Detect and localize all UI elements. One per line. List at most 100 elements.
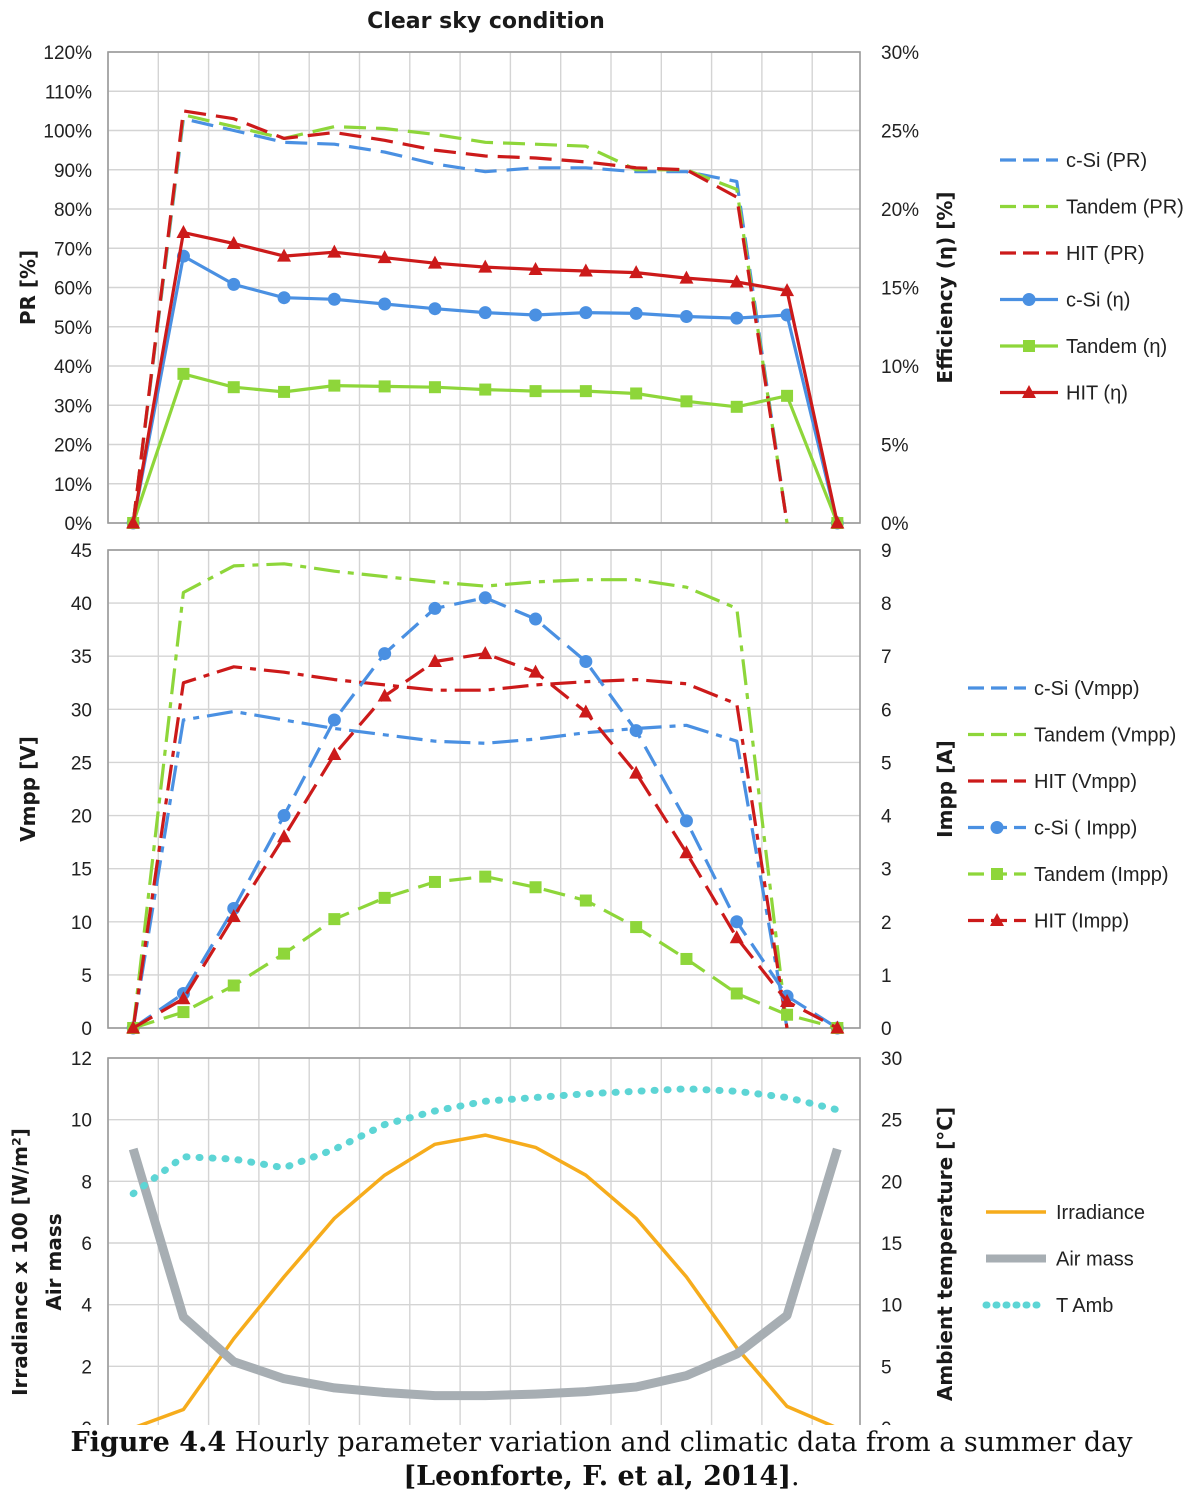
legend-label: HIT (Vmpp) (1034, 771, 1137, 793)
data-point-tandem (781, 389, 794, 402)
legend-label: Air mass (1056, 1249, 1134, 1271)
y2-tick-label: 20% (881, 200, 919, 221)
data-point-c-si-impp (327, 713, 341, 727)
y-tick-label: 2 (81, 1357, 92, 1378)
legend-label: c-Si (Vmpp) (1034, 678, 1140, 700)
data-point-tandem-impp (579, 894, 592, 907)
y-tick-label: 25 (71, 753, 92, 774)
data-point-tandem-impp (680, 952, 693, 965)
y-tick-label: 60% (54, 279, 92, 300)
y-tick-label: 45 (71, 541, 92, 562)
y-tick-label: 50% (54, 318, 92, 339)
data-point-hit-impp (277, 829, 292, 843)
figure-caption: Figure 4.4 Hourly parameter variation an… (0, 1426, 1203, 1494)
data-point-hit-impp (729, 930, 744, 944)
y-tick-label: 5 (81, 966, 92, 987)
data-point-c-si-impp (579, 655, 593, 669)
data-point-hit (126, 515, 141, 529)
legend-label: HIT (η) (1066, 383, 1128, 405)
y-tick-label: 8 (81, 1172, 92, 1193)
series-line-air-mass (128, 1147, 842, 1401)
data-point-tandem (227, 381, 240, 394)
data-point-hit-impp (126, 1020, 141, 1034)
plot-frame (107, 1057, 861, 1425)
data-point-hit-impp (427, 654, 442, 668)
data-point-tandem (529, 385, 542, 398)
y-tick-label: 12 (71, 1049, 92, 1070)
y-tick-label: 30% (54, 396, 92, 417)
y-tick-label: 10 (71, 913, 92, 934)
data-point-tandem (278, 385, 291, 398)
data-point-hit (578, 263, 593, 277)
series-line-c-si-pr (131, 117, 789, 524)
series-line-c-si-impp (132, 596, 839, 1030)
data-point-hit-impp (478, 646, 493, 660)
caption-citation: [Leonforte, F. et al, 2014] (403, 1461, 792, 1492)
y2-tick-label: 15 (881, 1234, 902, 1255)
data-point-c-si (730, 311, 744, 325)
data-point-hit-impp (226, 908, 241, 922)
data-point-tandem (378, 380, 391, 393)
plot-frame (107, 549, 861, 1029)
data-point-c-si (629, 306, 643, 320)
y2-tick-label: 5 (881, 753, 892, 774)
legend-marker-c-si-impp (990, 821, 1004, 834)
data-point-hit (830, 515, 845, 529)
data-point-c-si (579, 306, 593, 320)
y-tick-label: 30 (71, 700, 92, 721)
y-tick-label: 70% (54, 239, 92, 260)
legend-label: c-Si (PR) (1066, 150, 1147, 172)
series-line-c-si-vmpp (131, 709, 789, 1029)
data-point-tandem-impp (177, 1006, 190, 1019)
data-point-c-si (679, 310, 693, 324)
series-line-t-amb (129, 1085, 841, 1198)
y-tick-label: 35 (71, 647, 92, 668)
panel-irradiance-airmass-temperature: 0 2 4 6 8 10 12 0 5 10 15 20 25 30 Irradiance x 100 [W… (8, 1049, 1145, 1425)
data-point-hit-impp (830, 1020, 845, 1034)
data-point-tandem-impp (730, 987, 743, 1000)
y2-tick-label: 15% (881, 279, 919, 300)
data-point-c-si (529, 308, 543, 322)
data-point-c-si-impp (629, 724, 643, 738)
y2-tick-label: 8 (881, 594, 892, 615)
y2-tick-label: 30% (881, 43, 919, 64)
data-point-c-si (478, 306, 492, 320)
data-point-hit (176, 225, 191, 239)
y2-axis-title: Impp [A] (933, 740, 957, 838)
y-tick-label: 100% (43, 122, 92, 143)
data-point-c-si (378, 297, 392, 311)
data-point-hit (679, 270, 694, 284)
data-point-tandem-impp (278, 947, 291, 960)
data-point-c-si-impp (277, 809, 291, 823)
y2-tick-label: 3 (881, 860, 892, 881)
y2-tick-label: 0% (881, 514, 909, 535)
data-point-hit (277, 248, 292, 262)
legend-label: T Amb (1056, 1295, 1113, 1317)
y2-tick-label: 7 (881, 647, 892, 668)
data-point-hit-impp (780, 993, 795, 1007)
plot-frame (107, 51, 861, 524)
data-point-hit-impp (629, 765, 644, 779)
data-point-c-si-impp (679, 814, 693, 828)
y2-tick-label: 1 (881, 966, 892, 987)
data-point-tandem (328, 379, 341, 392)
data-point-hit-impp (578, 704, 593, 718)
data-point-c-si-impp (730, 915, 744, 929)
data-point-hit-impp (176, 991, 191, 1005)
data-point-hit-impp (528, 664, 543, 678)
legend-label: c-Si (η) (1066, 290, 1130, 312)
data-point-c-si-impp (428, 601, 442, 615)
data-point-hit-impp (377, 688, 392, 702)
y-tick-label: 110% (45, 82, 92, 103)
data-point-hit (427, 255, 442, 269)
figure-charts: Clear sky condition 0%10%20%30%40%50%60%… (8, 9, 1184, 1425)
data-point-tandem-impp (479, 870, 492, 883)
y-tick-label: 10 (71, 1111, 92, 1132)
data-point-tandem-impp (428, 875, 441, 888)
legend-label: Tandem (Vmpp) (1034, 725, 1176, 747)
y2-axis-title: Ambient temperature [°C] (933, 1107, 957, 1401)
legend-label: Irradiance (1056, 1202, 1145, 1224)
series-line-hit (131, 231, 839, 524)
legend-marker-tandem-impp (991, 868, 1003, 880)
